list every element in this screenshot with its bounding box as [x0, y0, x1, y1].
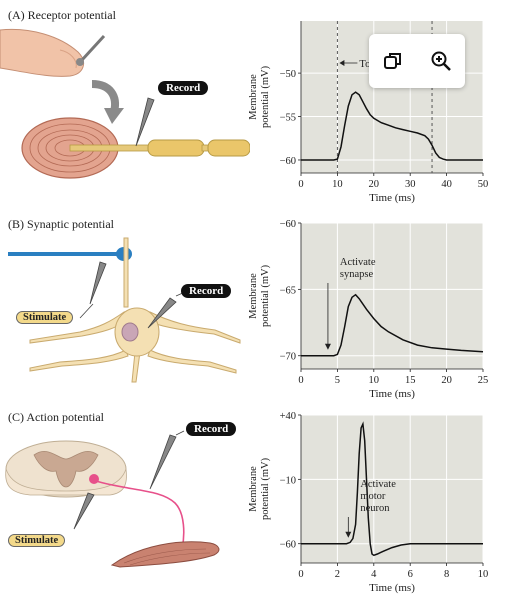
- x-tick-label: 25: [478, 375, 489, 386]
- duplicate-icon: [384, 53, 401, 69]
- annotation-text: Activate: [360, 479, 396, 490]
- x-tick-label: 10: [478, 569, 489, 580]
- x-tick-label: 6: [408, 569, 413, 580]
- annotation-text: neuron: [360, 503, 390, 514]
- stimulate-callout-b: Stimulate: [16, 311, 74, 324]
- potential-trace: [301, 421, 483, 557]
- annotation-text: motor: [360, 491, 386, 502]
- zoom-in-button[interactable]: [424, 44, 458, 78]
- annotation-arrowhead: [339, 60, 345, 66]
- annotation-text: Activate: [340, 257, 376, 268]
- x-axis-label: Time (ms): [369, 388, 415, 400]
- potential-trace: [301, 293, 484, 357]
- plot-area: [301, 415, 483, 563]
- panel-b-label: (B) Synaptic potential: [8, 217, 114, 231]
- y-axis-label: Membranepotential (mV): [248, 457, 271, 520]
- y-tick-label: −65: [280, 285, 296, 296]
- record-callout-c: Record: [186, 422, 237, 436]
- duplicate-button[interactable]: [376, 44, 410, 78]
- x-tick-label: 50: [478, 179, 489, 190]
- x-tick-label: 20: [369, 179, 380, 190]
- spinal-cord-illustration: [5, 430, 220, 568]
- x-tick-label: 0: [298, 569, 303, 580]
- y-axis-label: Membranepotential (mV): [248, 65, 271, 128]
- x-axis-label: Time (ms): [369, 582, 415, 594]
- potential-trace: [301, 91, 483, 161]
- y-axis-label: Membranepotential (mV): [248, 264, 271, 327]
- synapse-illustration: [8, 237, 241, 383]
- x-tick-label: 40: [441, 179, 452, 190]
- receptor-illustration: [0, 28, 250, 179]
- stimulate-callout-c: Stimulate: [8, 534, 66, 547]
- x-tick-label: 20: [441, 375, 452, 386]
- y-tick-label: −50: [280, 69, 296, 80]
- panel-a-label: (A) Receptor potential: [8, 8, 116, 22]
- x-tick-label: 30: [405, 179, 416, 190]
- y-tick-label: −60: [280, 219, 296, 230]
- x-tick-label: 4: [371, 569, 377, 580]
- y-tick-label: −55: [280, 113, 296, 124]
- annotation-arrowhead: [345, 531, 352, 538]
- y-tick-label: +40: [280, 411, 296, 422]
- x-tick-label: 0: [298, 179, 303, 190]
- x-tick-label: 10: [332, 179, 343, 190]
- x-tick-label: 10: [369, 375, 380, 386]
- plot-area: [301, 223, 483, 369]
- panel-c-label: (C) Action potential: [8, 410, 104, 424]
- record-callout-b: Record: [181, 284, 232, 298]
- y-tick-label: −60: [280, 540, 296, 551]
- x-tick-label: 5: [335, 375, 340, 386]
- zoom-in-icon: [431, 51, 451, 71]
- annotation-text: synapse: [340, 269, 374, 280]
- y-tick-label: −10: [280, 475, 296, 486]
- x-tick-label: 15: [405, 375, 416, 386]
- x-tick-label: 2: [335, 569, 340, 580]
- y-tick-label: −60: [280, 156, 296, 167]
- x-axis-label: Time (ms): [369, 192, 415, 204]
- image-toolbar: [369, 34, 465, 88]
- x-tick-label: 0: [298, 375, 303, 386]
- action-potential-chart: 0 2 4 6 8 10 +40 −10 −60 Time (ms) Membranepotenti…: [248, 411, 489, 594]
- x-tick-label: 8: [444, 569, 449, 580]
- synaptic-potential-chart: 0 5 10 15 20 25 −70 −65 −60 Time (ms) Membranepote…: [248, 219, 489, 400]
- record-callout-a: Record: [158, 81, 209, 95]
- annotation-arrowhead: [324, 343, 331, 350]
- y-tick-label: −70: [280, 352, 296, 363]
